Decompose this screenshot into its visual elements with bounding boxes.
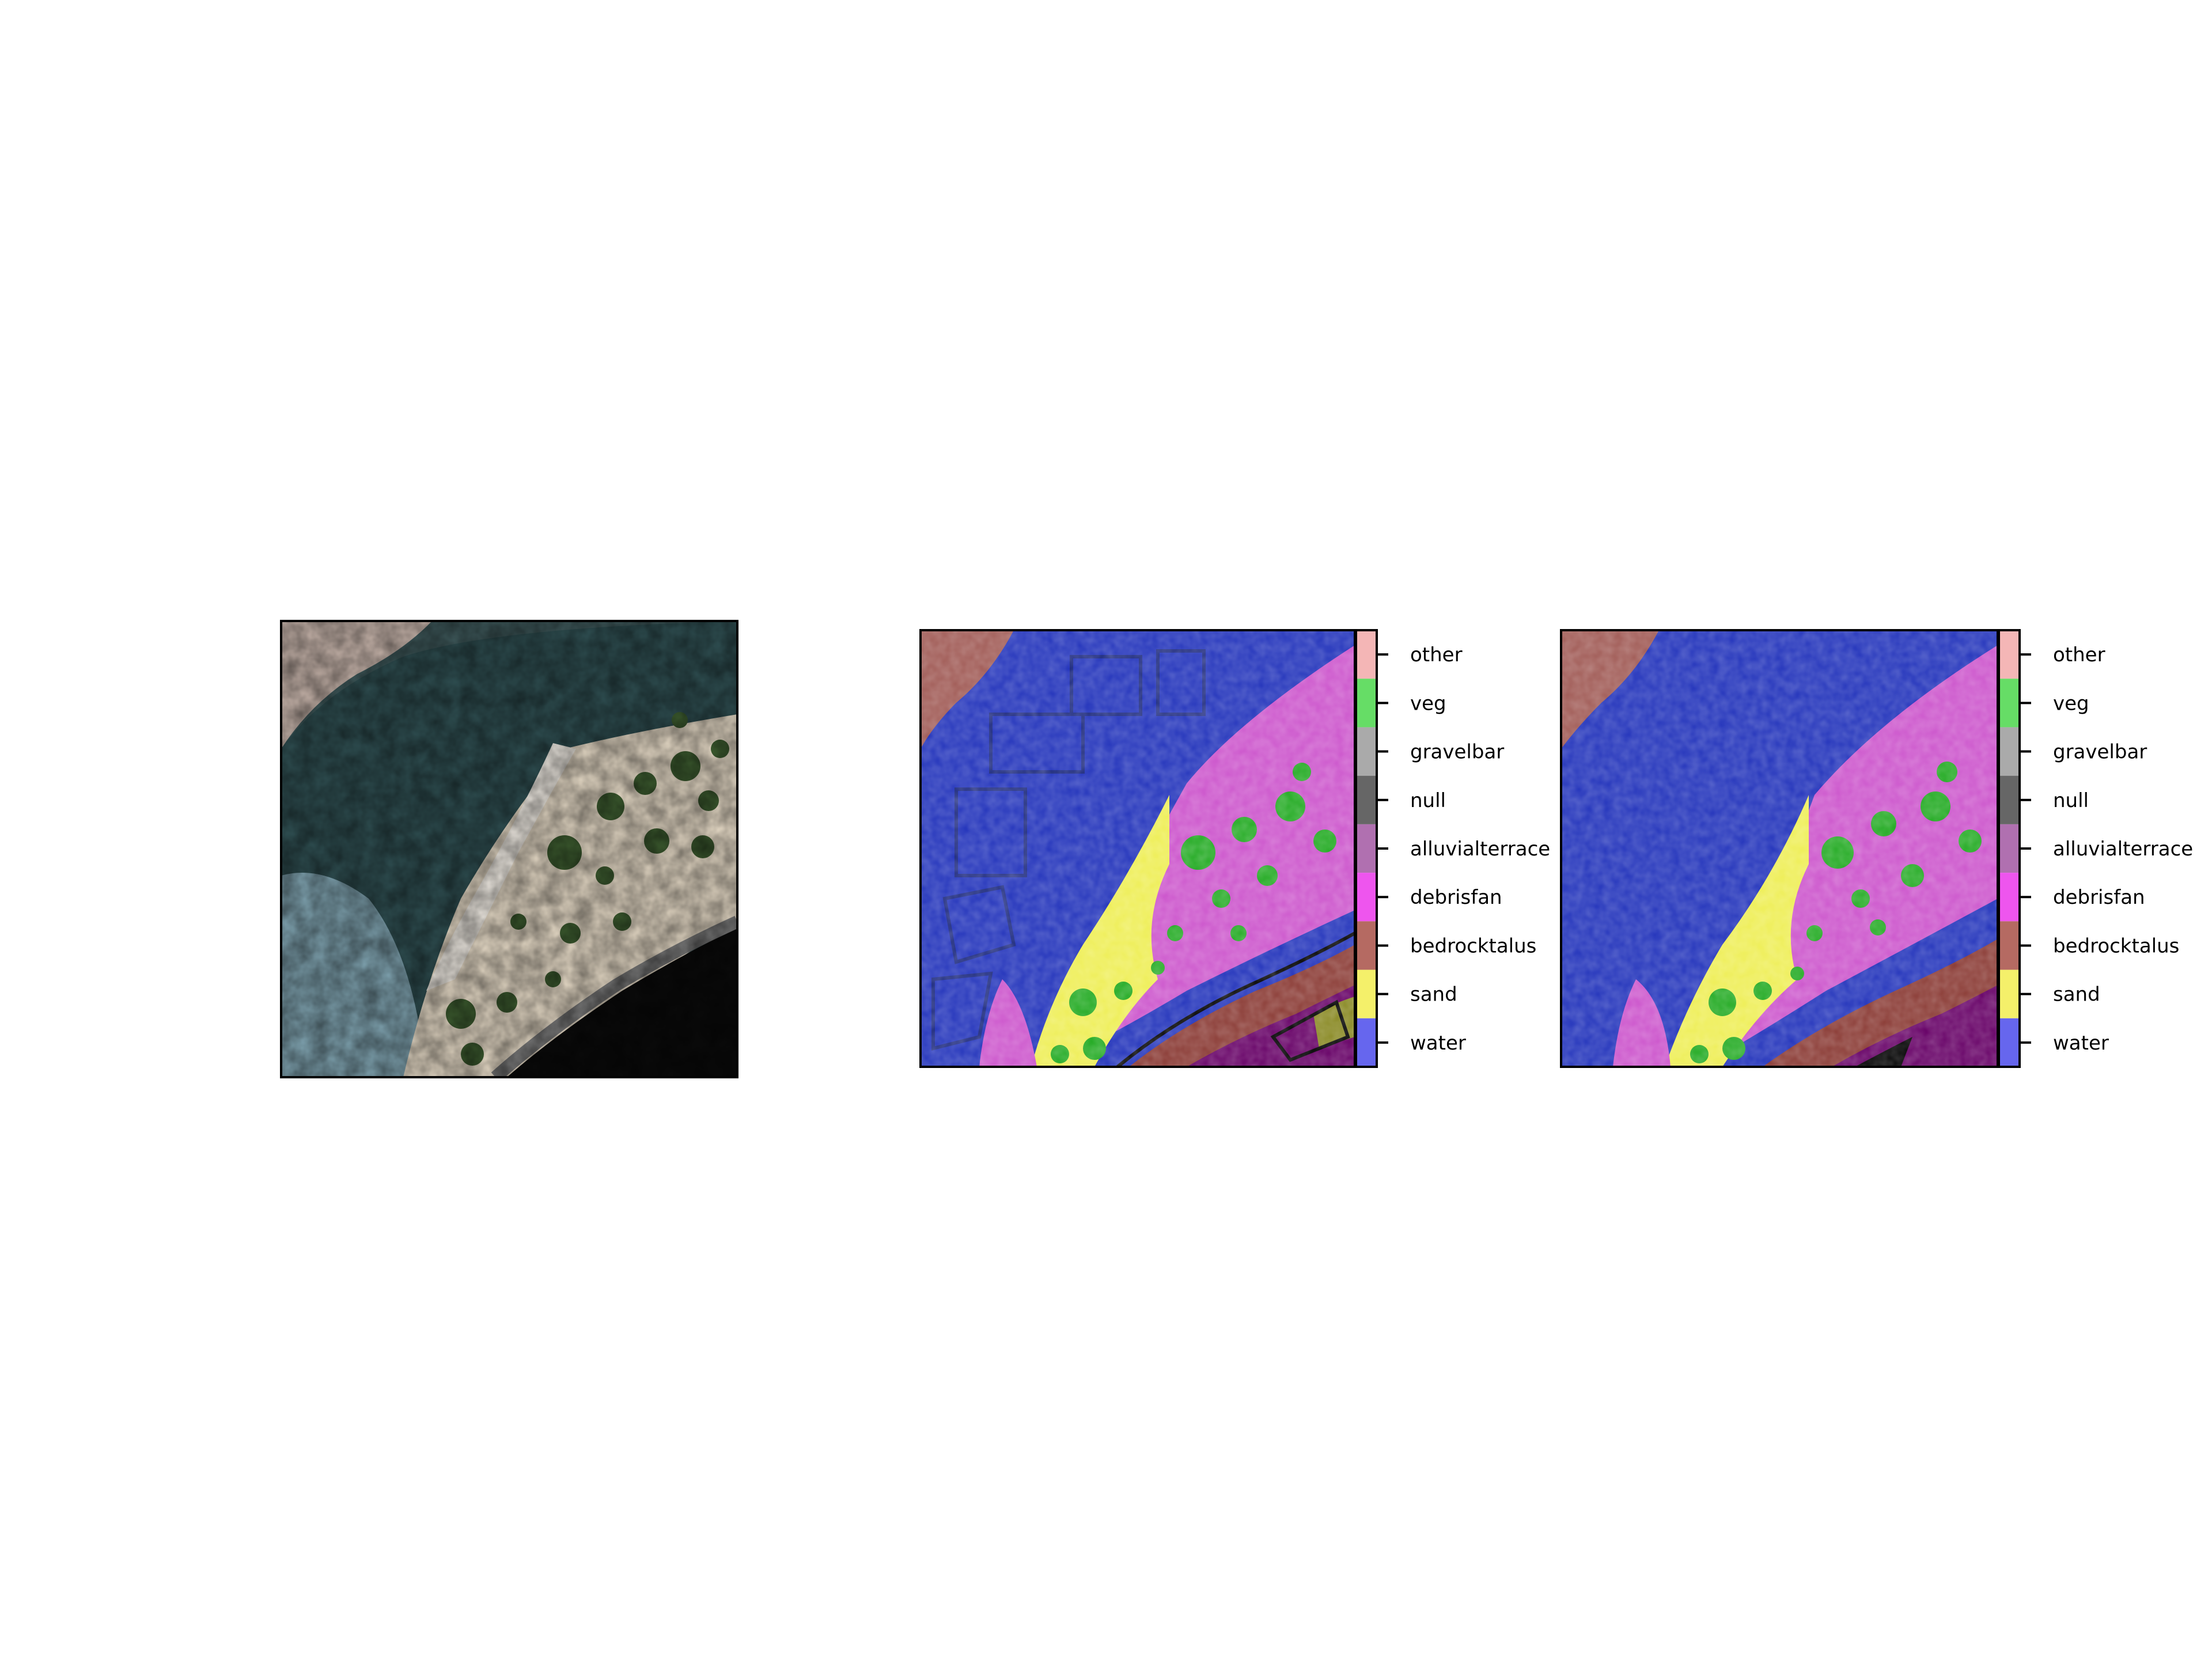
overlay-texture (921, 630, 1355, 1067)
colorbar-label-gravelbar: gravelbar (2053, 741, 2147, 764)
colorbar-label-debrisfan: debrisfan (1410, 886, 1502, 909)
colorbar-swatch-veg (1356, 679, 1377, 728)
colorbar-swatch-other (1999, 630, 2020, 679)
colorbar-swatch-other (1356, 630, 1377, 679)
colorbar-swatch-veg (1999, 679, 2020, 728)
colorbar-panel-2: other veg gravelbar null alluvialterrace debr… (1355, 629, 1550, 1068)
image-texture (281, 621, 737, 1077)
colorbar-label-gravelbar: gravelbar (1410, 741, 1504, 764)
colorbar-label-water: water (1410, 1032, 1466, 1055)
colorbar-label-bedrocktalus: bedrocktalus (1410, 934, 1536, 957)
colorbar-swatch-sand (1999, 969, 2020, 1018)
colorbar-label-null: null (1410, 789, 1446, 812)
colorbar-label-debrisfan: debrisfan (2053, 886, 2145, 909)
colorbar-swatch-gravelbar (1356, 727, 1377, 776)
colorbar-swatch-debrisfan (1356, 873, 1377, 922)
colorbar-swatch-gravelbar (1999, 727, 2020, 776)
colorbar-label-alluvialterrace: alluvialterrace (2053, 838, 2193, 861)
colorbar-swatch-debrisfan (1999, 873, 2020, 922)
colorbar-label-sand: sand (2053, 983, 2100, 1006)
colorbar-swatch-null (1356, 775, 1377, 824)
colorbar-label-other: other (1410, 643, 1463, 666)
colorbar-panel-3: other veg gravelbar null alluvialterrace debr… (1998, 629, 2193, 1068)
colorbar-swatch-water (1999, 1018, 2020, 1067)
colorbar-label-bedrocktalus: bedrocktalus (2053, 934, 2179, 957)
colorbar-frame (1355, 629, 1378, 1068)
colorbar-swatch-sand (1356, 969, 1377, 1018)
colorbar-label-veg: veg (2053, 692, 2089, 715)
colorbar-frame (1998, 629, 2021, 1068)
label-overlay-panel (921, 630, 1355, 1067)
colorbar-label-water: water (2053, 1032, 2109, 1055)
colorbar-swatch-bedrocktalus (1999, 921, 2020, 970)
colorbar-swatch-bedrocktalus (1356, 921, 1377, 970)
colorbar-label-null: null (2053, 789, 2089, 812)
colorbar-label-sand: sand (1410, 983, 1457, 1006)
colorbar-label-veg: veg (1410, 692, 1446, 715)
panel-1-frame (280, 620, 738, 1078)
satellite-image-panel (281, 621, 737, 1077)
colorbar-swatch-water (1356, 1018, 1377, 1067)
prediction-overlay-panel (1561, 630, 1998, 1067)
pred-overlay-texture (1561, 630, 1998, 1067)
colorbar-label-alluvialterrace: alluvialterrace (1410, 838, 1550, 861)
colorbar-swatch-null (1999, 775, 2020, 824)
colorbar-swatch-alluvialterrace (1999, 824, 2020, 873)
colorbar-label-other: other (2053, 643, 2105, 666)
colorbar-swatch-alluvialterrace (1356, 824, 1377, 873)
